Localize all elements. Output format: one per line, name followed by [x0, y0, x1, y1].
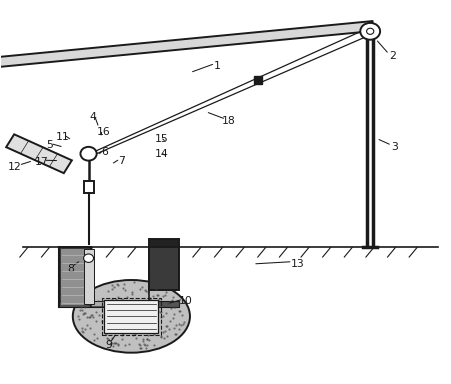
- Circle shape: [359, 23, 379, 40]
- Bar: [149, 247, 178, 290]
- Polygon shape: [6, 134, 72, 173]
- Text: 8: 8: [67, 263, 74, 273]
- Text: 6: 6: [101, 147, 107, 157]
- Circle shape: [366, 28, 373, 34]
- Text: 7: 7: [118, 156, 124, 166]
- Bar: [149, 239, 178, 247]
- Text: 14: 14: [155, 149, 169, 159]
- Bar: [83, 249, 93, 304]
- Text: 18: 18: [221, 116, 235, 126]
- Bar: [91, 302, 149, 306]
- Text: 9: 9: [105, 340, 112, 350]
- Bar: [104, 300, 158, 333]
- Text: 4: 4: [89, 113, 97, 122]
- Bar: [83, 181, 93, 193]
- Text: 5: 5: [46, 140, 53, 150]
- Bar: [61, 249, 89, 305]
- Bar: [59, 247, 91, 307]
- Text: 17: 17: [35, 157, 49, 167]
- Ellipse shape: [73, 280, 189, 353]
- Text: 13: 13: [290, 259, 304, 269]
- Text: 15: 15: [155, 134, 169, 144]
- Text: 1: 1: [213, 61, 220, 71]
- Bar: [102, 298, 160, 335]
- Text: 2: 2: [388, 51, 395, 61]
- Text: 3: 3: [391, 142, 397, 152]
- Text: 16: 16: [97, 127, 110, 137]
- Circle shape: [83, 254, 93, 262]
- Text: 12: 12: [8, 162, 22, 172]
- Bar: [367, 31, 372, 247]
- Circle shape: [80, 147, 97, 161]
- Text: 10: 10: [178, 296, 192, 306]
- Text: 11: 11: [56, 132, 69, 142]
- Polygon shape: [0, 21, 373, 68]
- Bar: [59, 301, 178, 307]
